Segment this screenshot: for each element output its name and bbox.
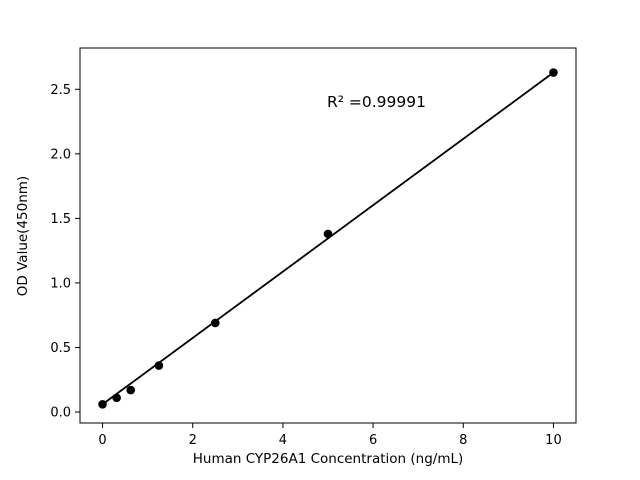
r-squared-annotation: R² =0.99991 <box>327 93 426 111</box>
data-point <box>98 399 107 409</box>
x-axis-label: Human CYP26A1 Concentration (ng/mL) <box>193 451 464 467</box>
data-point <box>323 229 333 239</box>
x-tick-label: 2 <box>189 433 197 448</box>
data-point <box>210 318 220 328</box>
y-tick-label: 2.0 <box>50 147 71 162</box>
x-tick-label: 8 <box>459 433 467 448</box>
x-tick-label: 6 <box>369 433 377 448</box>
data-point <box>549 68 558 77</box>
axis-ticks: 0 2 4 6 8 10 0.0 0.5 1.0 1.5 2.0 2.5 <box>50 83 561 448</box>
x-tick-label: 4 <box>279 433 287 448</box>
x-tick-label: 0 <box>98 433 106 448</box>
data-point <box>126 385 136 395</box>
y-axis-label: OD Value(450nm) <box>15 176 31 296</box>
y-tick-label: 1.0 <box>50 276 71 291</box>
y-tick-label: 1.5 <box>50 212 71 227</box>
y-tick-label: 2.5 <box>50 83 71 98</box>
y-tick-label: 0.5 <box>50 341 71 356</box>
y-tick-label: 0.0 <box>50 406 71 421</box>
fit-line <box>102 71 554 406</box>
data-point <box>112 393 121 403</box>
x-tick-label: 10 <box>545 433 562 448</box>
data-point <box>154 361 164 370</box>
data-series <box>98 68 558 409</box>
